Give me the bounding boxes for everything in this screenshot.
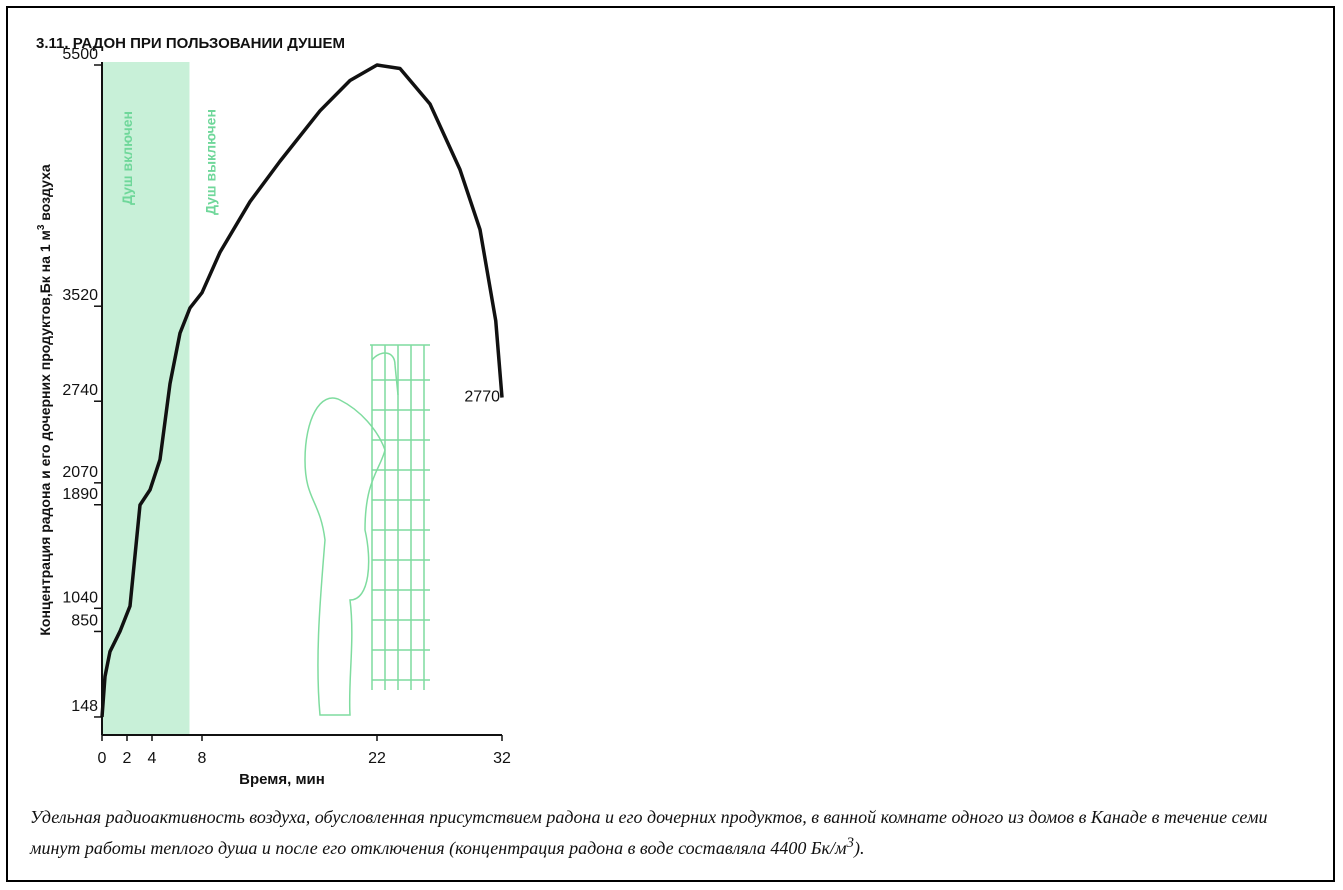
caption-sup: 3 <box>846 835 854 851</box>
annotation: Душ выключен <box>203 109 219 215</box>
y-axis-label-text: Концентрация радона и его дочерних проду… <box>37 230 53 636</box>
data-label: 2770 <box>464 389 500 406</box>
data-line <box>100 63 504 718</box>
y-axis-label: Концентрация радона и его дочерних проду… <box>36 164 53 636</box>
chart: 3.11. РАДОН ПРИ ПОЛЬЗОВАНИИ ДУШЕМ Время,… <box>36 35 511 788</box>
y-tick-label: 1040 <box>62 589 98 606</box>
frame <box>6 6 1335 882</box>
shower-on-region <box>102 62 190 735</box>
shower-illustration <box>304 344 430 716</box>
y-axis-label-text: воздуха <box>37 164 53 224</box>
y-tick-label: 2740 <box>62 382 98 399</box>
caption-text: Удельная радиоактивность воздуха, обусло… <box>30 807 1268 858</box>
x-axis-label: Время, мин <box>239 771 325 788</box>
y-tick-label: 850 <box>71 612 98 629</box>
x-tick-label: 22 <box>368 750 386 767</box>
x-tick-label: 8 <box>198 750 207 767</box>
y-tick-label: 3520 <box>62 287 98 304</box>
chart-title: 3.11. РАДОН ПРИ ПОЛЬЗОВАНИИ ДУШЕМ <box>36 35 345 52</box>
x-tick-label: 4 <box>148 750 157 767</box>
y-tick-label: 5500 <box>62 46 98 63</box>
caption: Удельная радиоактивность воздуха, обусло… <box>30 804 1270 861</box>
x-tick-label: 2 <box>123 750 132 767</box>
x-tick-label: 0 <box>98 750 107 767</box>
y-tick-label: 2070 <box>62 464 98 481</box>
caption-text: ). <box>853 838 865 858</box>
y-axis-label-sup: 3 <box>36 224 47 230</box>
annotation: Душ включен <box>119 111 135 205</box>
x-tick-label: 32 <box>493 750 511 767</box>
y-tick-label: 148 <box>71 698 98 715</box>
y-tick-label: 1890 <box>62 486 98 503</box>
